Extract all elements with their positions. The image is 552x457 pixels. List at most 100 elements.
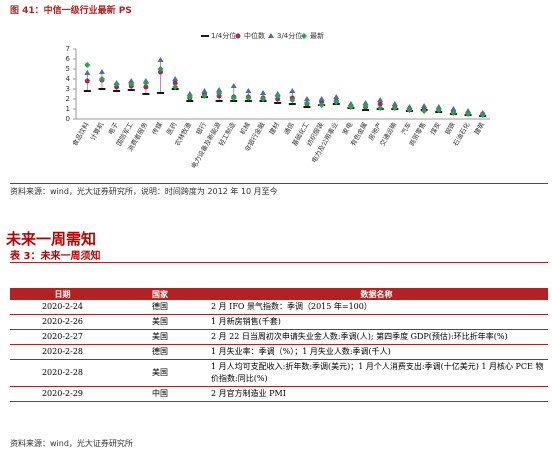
x-tick-label: 建筑: [472, 120, 487, 136]
table-caption: 表 3：未来一周须知: [10, 251, 101, 262]
figure-title: 图 41：中信一级行业最新 PS: [10, 6, 132, 16]
marker: [230, 95, 237, 101]
marker: [362, 100, 369, 105]
table-cell: 2 月 IFO 景气指数：季调（2015 年=100）: [205, 300, 548, 315]
y-tick-label: 3: [66, 85, 70, 93]
marker: [201, 88, 208, 93]
y-tick-label: 4: [66, 75, 71, 83]
marker: [245, 95, 252, 101]
marker: [465, 108, 472, 113]
marker: [274, 93, 281, 99]
marker: [98, 69, 105, 74]
source: 资料来源：wind，光大证券研究所: [10, 439, 133, 448]
header-cell: 日期: [10, 288, 115, 300]
marker: [245, 88, 252, 93]
table-cell: 2 月官方制造业 PMI: [205, 386, 548, 402]
marker: [289, 88, 296, 93]
marker: [435, 104, 442, 109]
source: 资料来源：wind，光大证券研究所，说明：时间跨度为 2012 年 10 月至今: [10, 187, 278, 196]
y-tick-label: 5: [66, 65, 70, 73]
marker: [435, 107, 442, 113]
x-tick-label: 煤炭: [428, 120, 443, 136]
legend-label: 最新: [310, 31, 324, 40]
marker: [216, 90, 223, 96]
table-cell: 2020-2-29: [10, 386, 115, 402]
section-heading: 未来一周需知: [6, 230, 97, 248]
marker: [421, 108, 428, 114]
x-tick-label: 电子: [106, 120, 121, 136]
table: 日期 国家 数据名称 2020-2-24 德国 2 月 IFO 景气指数：季调（20…: [10, 288, 548, 402]
table-cell: 1 月人均可支配收入:折年数:季调(美元)；1 月个人消费支出:季调(十亿美元)…: [205, 359, 548, 387]
marker: [479, 112, 486, 118]
marker: [172, 76, 179, 81]
x-tick-label: 通信: [281, 120, 296, 136]
marker: [318, 102, 325, 108]
y-tick-label: 2: [66, 95, 70, 103]
marker: [450, 110, 457, 116]
x-tick-label: 钢铁: [443, 120, 458, 136]
marker: [230, 83, 237, 88]
marker: [98, 76, 105, 82]
marker: [362, 103, 369, 109]
marker: [143, 84, 149, 90]
x-tick-label: 机械: [238, 120, 253, 136]
marker: [406, 107, 413, 113]
marker: [186, 94, 193, 100]
marker: [377, 105, 384, 111]
table-cell: 2020-2-28: [10, 344, 115, 360]
table-cell: 中国: [115, 386, 205, 402]
marker: [260, 96, 267, 102]
marker: [84, 62, 91, 68]
table-cell: 1 月失业率：季调（%）；1 月失业人数:季调(千人): [205, 344, 548, 360]
y-tick-label: 0: [66, 115, 70, 123]
marker: [172, 84, 179, 90]
table-row: 2020-2-27 美国 2 月 22 日当周初次申请失业金人数:季调(人); 第四…: [10, 329, 548, 345]
marker: [172, 80, 178, 86]
marker: [406, 104, 413, 109]
x-tick-label: 食品饮料: [70, 120, 91, 147]
x-tick-label: 建材: [267, 120, 282, 136]
marker: [377, 97, 384, 102]
x-tick-label: 银行: [194, 120, 209, 136]
marker: [84, 78, 90, 84]
legend-label: 1/4分位: [211, 31, 236, 40]
legend-label: 中位数: [244, 31, 265, 40]
legend-marker: [268, 33, 274, 38]
table-cell: 德国: [115, 344, 205, 360]
x-tick-label: 家电: [340, 120, 355, 136]
table-cell: 2020-2-28: [10, 359, 115, 387]
x-tick-label: 汽车: [399, 120, 414, 136]
marker: [347, 104, 354, 110]
x-tick-label: 医药: [164, 120, 179, 136]
marker: [333, 94, 340, 99]
legend-marker: [301, 33, 307, 39]
y-tick-label: 6: [66, 55, 71, 63]
table-cell: 美国: [115, 359, 205, 387]
marker: [84, 70, 91, 75]
marker: [157, 57, 164, 62]
table-row: 2020-2-29 中国 2 月官方制造业 PMI: [10, 386, 548, 402]
marker: [128, 78, 135, 83]
marker: [157, 66, 164, 72]
marker: [216, 87, 223, 92]
table-row: 2020-2-24 德国 2 月 IFO 景气指数：季调（2015 年=100）: [10, 300, 548, 315]
x-tick-label: 计算机: [88, 120, 106, 142]
marker: [128, 81, 135, 87]
table-cell: 2020-2-26: [10, 314, 115, 330]
table-cell: 德国: [115, 300, 205, 315]
rule: [10, 262, 548, 263]
marker: [201, 93, 208, 99]
marker: [289, 97, 296, 103]
marker: [318, 96, 325, 101]
table-cell: 美国: [115, 314, 205, 330]
marker: [347, 101, 354, 106]
marker: [450, 106, 457, 111]
rule: [10, 183, 548, 184]
header-cell: 国家: [115, 288, 205, 300]
marker: [303, 100, 310, 106]
marker: [186, 91, 193, 96]
table-row: 2020-2-28 美国 1 月人均可支配收入:折年数:季调(美元)；1 月个人消费…: [10, 359, 548, 387]
marker: [260, 90, 267, 95]
